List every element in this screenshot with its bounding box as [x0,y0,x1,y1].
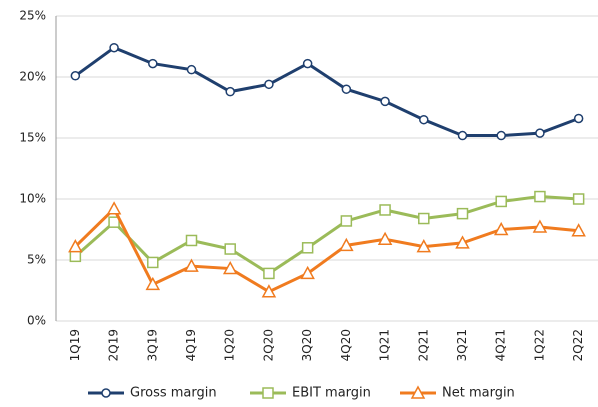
marker [573,113,584,124]
marker [341,84,352,94]
marker [68,239,83,253]
x-tick-label: 2Q19 [107,329,121,361]
y-tick-label: 10% [19,192,46,206]
marker [147,256,159,269]
marker [148,58,158,69]
marker [495,195,507,208]
x-tick-label: 4Q20 [339,329,353,361]
marker [69,250,82,263]
y-tick-label: 5% [27,253,46,267]
marker [109,42,119,53]
marker [108,216,120,228]
marker [225,86,235,97]
marker [301,242,314,254]
marker [493,221,509,236]
marker [416,239,432,253]
marker [101,388,111,398]
marker [224,243,236,255]
x-tick-label: 3Q21 [455,329,469,361]
marker [379,204,391,216]
marker [572,193,585,205]
marker [261,284,277,298]
marker [70,71,81,81]
marker [339,237,354,252]
x-tick-label: 3Q19 [145,329,159,361]
marker [571,223,586,237]
y-tick-label: 15% [19,131,46,145]
x-tick-label: 4Q21 [494,329,508,361]
marker [264,79,274,90]
marker [496,130,506,141]
x-tick-label: 2Q20 [261,329,275,361]
marker [418,212,430,225]
y-tick-label: 20% [19,70,46,84]
x-tick-label: 3Q20 [300,329,314,361]
legend-label: EBIT margin [292,386,371,401]
marker [534,190,546,203]
series-line [74,206,579,294]
x-tick-label: 2Q22 [571,329,585,361]
y-tick-label: 0% [27,314,46,328]
x-tick-label: 1Q20 [223,329,237,361]
marker [410,385,426,399]
marker [457,130,468,141]
x-tick-label: 1Q19 [68,329,82,361]
marker [377,231,393,246]
marker [106,201,122,215]
series-line [74,46,580,138]
marker [184,258,199,272]
marker [145,276,161,291]
marker [302,58,313,69]
x-tick-label: 4Q19 [184,329,198,361]
marker [532,219,548,233]
x-tick-label: 1Q22 [532,329,546,361]
marker [419,114,429,125]
marker [263,267,275,280]
x-tick-label: 1Q21 [378,329,392,361]
legend-label: Net margin [442,386,515,401]
marker [186,64,197,75]
x-tick-label: 2Q21 [416,329,430,361]
y-tick-label: 25% [19,9,46,23]
legend-label: Gross margin [130,386,217,401]
marker [455,235,470,249]
marker [456,207,469,220]
series-line [74,195,579,276]
marker [380,96,390,107]
marker [340,215,353,227]
marker [300,265,315,280]
marker [535,128,545,138]
marker [222,260,238,275]
marker [262,387,274,399]
marker [185,234,198,247]
